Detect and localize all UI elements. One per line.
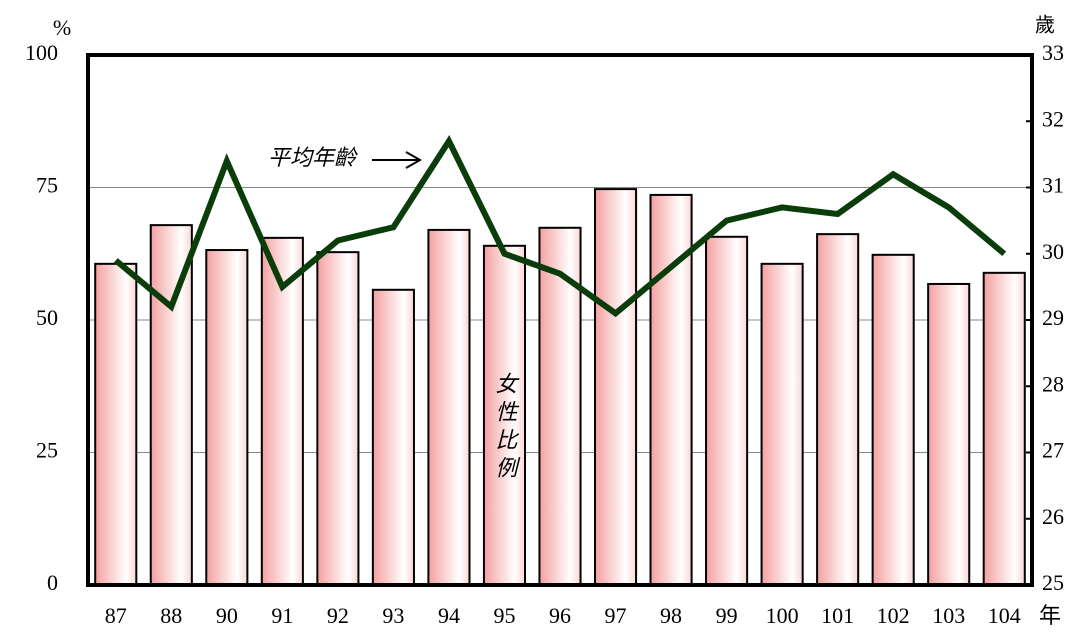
bar-annotation: 女性比例 — [493, 372, 518, 484]
x-tick-label: 93 — [382, 603, 404, 628]
x-tick-label: 101 — [821, 603, 854, 628]
bar — [927, 282, 971, 586]
bar — [593, 188, 638, 586]
bar — [260, 236, 304, 586]
x-tick-label: 91 — [271, 603, 293, 628]
bar — [427, 228, 471, 586]
y2-tick-label: 25 — [1042, 570, 1064, 595]
x-tick-label: 90 — [216, 603, 238, 628]
y2-tick-label: 27 — [1042, 438, 1064, 463]
x-tick-label: 98 — [660, 603, 682, 628]
x-axis-unit: 年 — [1039, 603, 1061, 628]
y2-tick-label: 32 — [1042, 106, 1064, 131]
y-tick-label: 75 — [36, 173, 58, 198]
bar — [816, 233, 860, 586]
bar — [982, 271, 1026, 586]
x-tick-label: 94 — [438, 603, 460, 628]
x-tick-label: 100 — [766, 603, 799, 628]
y2-tick-label: 26 — [1042, 504, 1064, 529]
x-tick-label: 87 — [105, 603, 127, 628]
x-tick-label: 97 — [605, 603, 627, 628]
bar — [149, 224, 193, 586]
bar — [94, 262, 138, 586]
y2-tick-label: 29 — [1042, 305, 1064, 330]
x-tick-label: 88 — [160, 603, 182, 628]
bar — [316, 251, 360, 586]
bar — [482, 244, 527, 587]
x-tick-label: 104 — [988, 603, 1021, 628]
plot-frame — [86, 53, 1034, 587]
y-tick-label: 0 — [47, 570, 58, 595]
y-tick-label: 25 — [36, 438, 58, 463]
y-axis-unit: % — [53, 15, 71, 40]
x-tick-label: 95 — [493, 603, 515, 628]
bar — [205, 249, 249, 586]
x-tick-label: 99 — [716, 603, 738, 628]
x-tick-label: 92 — [327, 603, 349, 628]
bar — [371, 288, 415, 586]
y2-tick-label: 31 — [1042, 173, 1064, 198]
line-annotation: 平均年齡 — [268, 145, 358, 170]
x-tick-label: 102 — [877, 603, 910, 628]
y2-tick-label: 28 — [1042, 371, 1064, 396]
y2-axis-unit: 歲 — [1035, 14, 1055, 37]
annotation-arrowhead — [405, 151, 423, 169]
x-tick-label: 103 — [932, 603, 965, 628]
y-tick-label: 50 — [36, 305, 58, 330]
bar — [649, 193, 693, 586]
y-tick-label: 100 — [25, 40, 58, 65]
bar — [871, 253, 915, 586]
bar — [760, 262, 804, 586]
y2-tick-label: 30 — [1042, 239, 1064, 264]
bar — [705, 235, 749, 586]
line — [113, 135, 1007, 318]
y2-tick-label: 33 — [1042, 40, 1064, 65]
x-tick-label: 96 — [549, 603, 571, 628]
